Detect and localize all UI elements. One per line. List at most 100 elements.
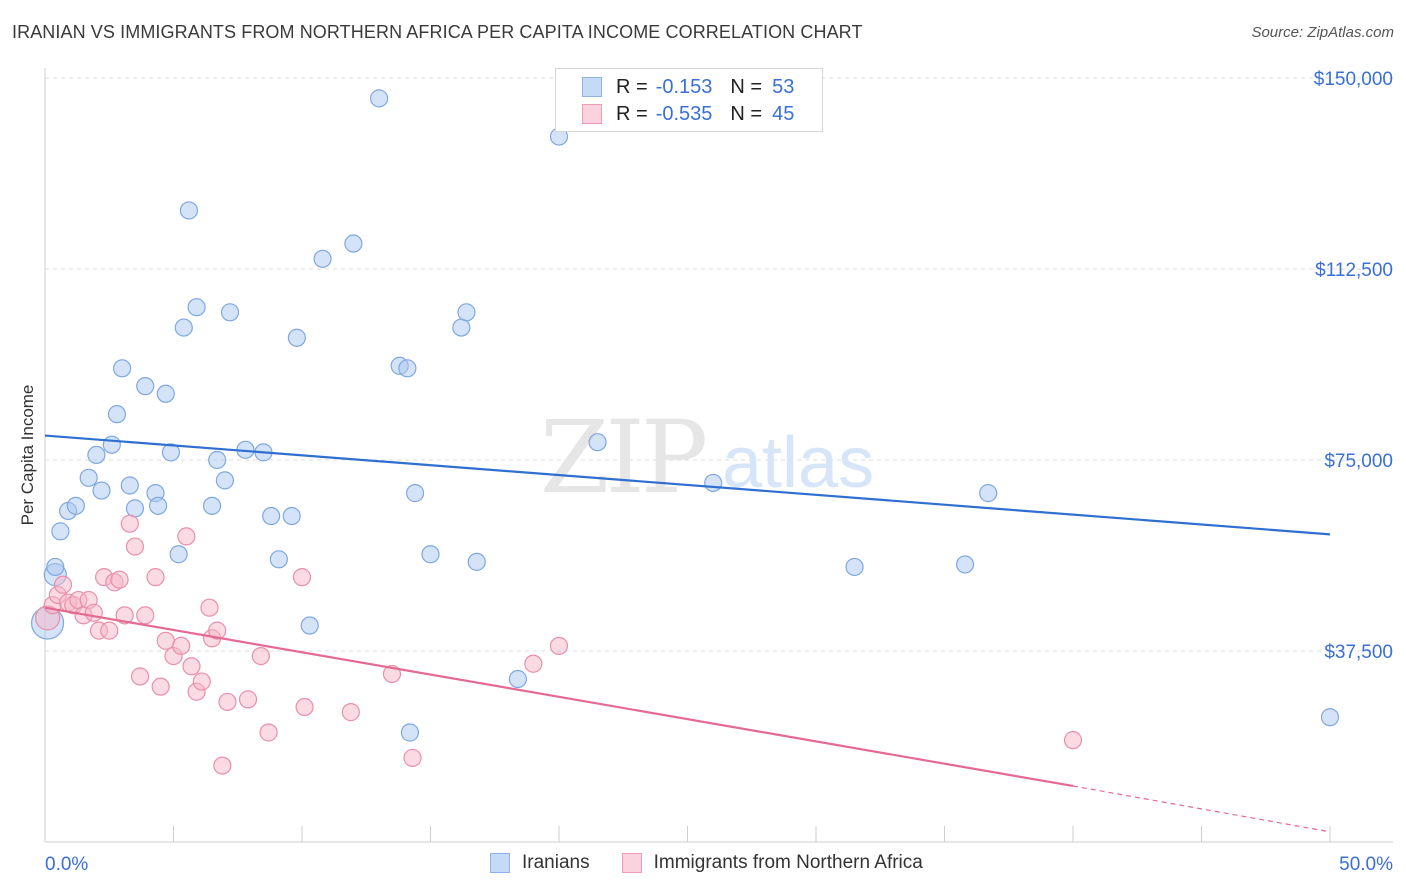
iranians-point [215, 471, 234, 490]
northern-africa-point [259, 723, 278, 742]
legend-swatch-northern-africa [582, 104, 602, 124]
northern-africa-point [182, 657, 201, 676]
source-label: Source: ZipAtlas.com [1251, 24, 1394, 41]
y-tick-labels: $37,500 $75,000 $112,500 $150,000 [1314, 69, 1393, 663]
northern-africa-point [192, 672, 211, 691]
northern-africa-point [100, 621, 119, 640]
iranians-point [169, 545, 188, 564]
y-tick-label: $75,000 [1324, 451, 1393, 472]
iranians-point [313, 249, 332, 268]
series-legend: Iranians Immigrants from Northern Africa [490, 852, 955, 874]
iranians-point [588, 433, 607, 452]
iranians-point [269, 550, 288, 569]
northern-africa-point [403, 748, 422, 768]
iranians-point [136, 377, 155, 396]
iranians-point [107, 405, 127, 424]
northern-africa-point [172, 636, 191, 656]
northern-africa-point [130, 667, 150, 686]
iranians-point [845, 557, 864, 577]
northern-africa-trend-line [44, 606, 1074, 788]
watermark: ZIP atlas [540, 399, 874, 516]
legend-swatch-iranians [582, 77, 602, 97]
northern-africa-point [136, 606, 155, 625]
iranians-point [282, 506, 301, 526]
northern-africa-point [177, 527, 196, 546]
gridlines [45, 77, 1393, 652]
northern-africa-point [295, 697, 314, 717]
legend-swatch-northern-africa [621, 853, 642, 873]
iranians-point [156, 384, 175, 403]
northern-africa-trend-extension [1072, 785, 1331, 833]
y-tick-label: $150,000 [1314, 69, 1393, 90]
iranians-point [120, 476, 139, 495]
iranians-point [452, 318, 471, 337]
iranians-point [187, 298, 206, 317]
northern-africa-point [84, 603, 103, 622]
r-label: R = [616, 102, 648, 125]
iranians-point [421, 545, 440, 564]
n-label: N = [730, 102, 763, 125]
iranians-point [287, 328, 306, 347]
iranians-point [148, 496, 168, 515]
legend-item-iranians[interactable]: Iranians [490, 852, 590, 874]
r-label: R = [616, 75, 648, 98]
northern-africa-point [120, 514, 139, 533]
chart-title: IRANIAN VS IMMIGRANTS FROM NORTHERN AFRI… [12, 22, 863, 42]
iranians-point [370, 89, 389, 108]
northern-africa-point [341, 703, 360, 722]
iranians-point [174, 318, 193, 337]
iranians-point [102, 435, 121, 454]
iranians-point [208, 450, 227, 470]
iranians-point [262, 506, 281, 526]
watermark-zip: ZIP [540, 399, 705, 516]
northern-africa-point [110, 570, 129, 589]
iranians-point [202, 496, 222, 515]
iranians-point [400, 723, 420, 742]
northern-africa-point [208, 621, 227, 640]
iranians-point [467, 552, 486, 571]
iranians-point [1320, 708, 1340, 727]
northern-africa-point [213, 756, 232, 775]
data-points [30, 89, 1340, 775]
iranians-point [405, 484, 425, 503]
iranians-point [125, 499, 145, 518]
northern-africa-point [251, 646, 270, 666]
y-tick-label: $37,500 [1324, 642, 1393, 663]
watermark-atlas: atlas [722, 423, 874, 503]
legend-item-northern-africa[interactable]: Immigrants from Northern Africa [621, 852, 923, 874]
iranians-point [704, 473, 723, 493]
northern-africa-point [238, 690, 258, 709]
y-tick-label: $112,500 [1315, 260, 1393, 281]
iranians-point [398, 359, 417, 378]
x-tick-label: 0.0% [45, 854, 88, 875]
iranians-point [344, 234, 363, 253]
r-value: -0.153 [655, 75, 713, 98]
northern-africa-point [53, 575, 73, 594]
r-value: -0.535 [655, 102, 713, 125]
iranians-point [79, 468, 98, 487]
x-tick-labels: 0.0% 50.0% [45, 854, 1393, 875]
northern-africa-point [125, 537, 145, 556]
n-value: 53 [772, 75, 795, 98]
northern-africa-point [151, 677, 170, 696]
trend-lines [44, 434, 1331, 833]
northern-africa-point [156, 631, 175, 650]
iranians-point [508, 669, 527, 689]
axes [44, 68, 1393, 843]
iranians-point [92, 481, 111, 500]
iranians-point [46, 557, 65, 577]
northern-africa-point [292, 568, 312, 587]
northern-africa-point [1063, 731, 1083, 750]
n-label: N = [730, 75, 763, 98]
legend-swatch-iranians [490, 853, 510, 873]
northern-africa-point [200, 598, 219, 617]
legend-label-iranians: Iranians [522, 852, 590, 873]
iranians-point [112, 359, 132, 378]
iranians-point [955, 555, 975, 574]
legend-label-northern-africa: Immigrants from Northern Africa [653, 852, 923, 873]
x-tick-label: 50.0% [1339, 854, 1393, 875]
stats-legend: R = -0.153 N = 53 R = -0.535 N = 45 [555, 68, 823, 132]
northern-africa-point [115, 606, 134, 625]
iranians-point [87, 445, 106, 465]
iranians-point [179, 201, 199, 220]
